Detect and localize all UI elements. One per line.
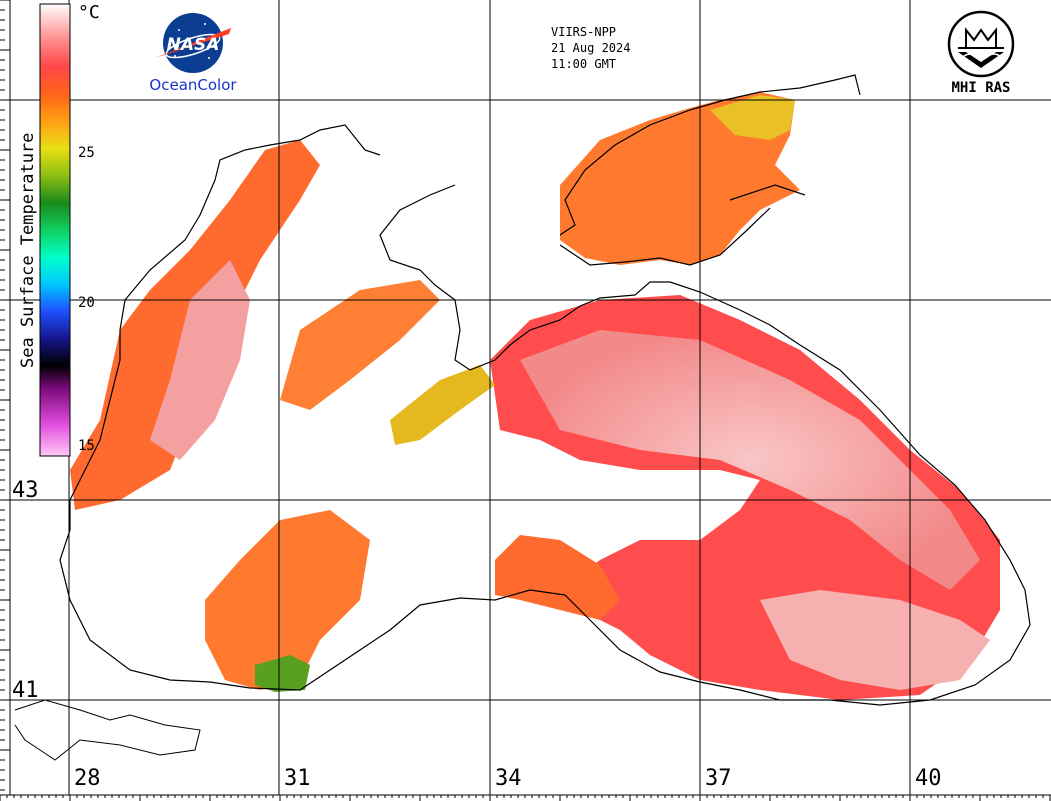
marmara-coast [14,699,201,761]
lon-label-37: 37 [705,766,732,791]
acquisition-time: 11:00 GMT [551,57,617,71]
lon-label-40: 40 [915,766,942,791]
scale-tick-25: 25 [78,145,95,161]
oceancolor-wordmark: OceanColor [149,76,237,94]
satellite-info: VIIRS-NPP 21 Aug 2024 11:00 GMT [551,24,630,72]
scale-tick-15: 15 [78,438,95,454]
lat-label-41: 41 [12,678,39,703]
sst-data-layer [70,92,1000,700]
lon-label-34: 34 [495,766,522,791]
crimea-west-field [280,280,440,410]
bosporus-green [255,655,310,692]
bottom-minor-ticks [0,795,1051,801]
svg-text:NASA: NASA [167,35,220,55]
central-yellow-streak [390,365,495,445]
nasa-meatball-icon: NASA [155,13,231,73]
coastline [59,74,1031,706]
color-scale-bar [39,3,71,457]
lat-label-43: 43 [12,478,39,503]
mhi-ras-logo: MHI RAS [940,8,1022,100]
scale-tick-20: 20 [78,295,95,311]
sensor-name: VIIRS-NPP [551,25,617,39]
nw-pink-core [150,260,250,460]
lon-label-31: 31 [284,766,311,791]
mhi-ras-wordmark: MHI RAS [951,80,1011,96]
scale-title: Sea Surface Temperature [18,132,38,368]
west-south-field [205,510,370,690]
left-minor-ticks [0,0,10,791]
azov-east-yellow [710,95,795,140]
mhi-emblem-icon [947,10,1015,78]
acquisition-date: 21 Aug 2024 [551,41,631,55]
east-pink-core [520,330,980,590]
lon-label-28: 28 [74,766,101,791]
scale-unit-label: °C [78,2,100,23]
se-pink-patch [760,590,990,690]
nasa-oceancolor-logo: NASA OceanColor [145,10,241,96]
south-central-field [495,535,620,620]
